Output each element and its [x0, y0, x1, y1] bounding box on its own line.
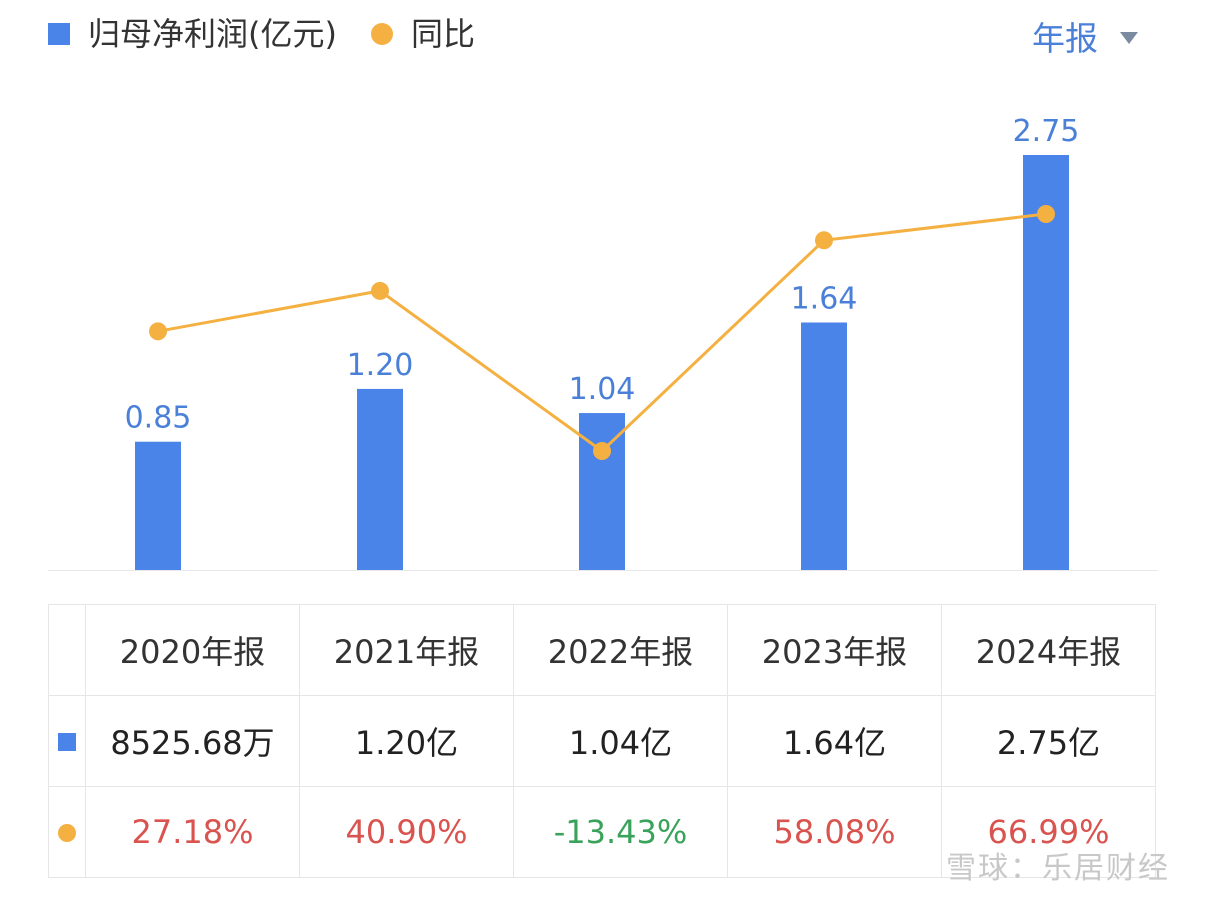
bar-value-label: 1.04: [569, 372, 636, 407]
table-cell: 58.08%: [727, 786, 942, 878]
legend: 归母净利润(亿元) 同比: [48, 14, 475, 54]
legend-bar-swatch: [48, 23, 70, 45]
table-row-yoy: 27.18% 40.90% -13.43% 58.08% 66.99%: [48, 786, 1156, 878]
bar: [135, 441, 181, 570]
table-header: 2022年报: [513, 604, 728, 696]
table-header: 2023年报: [727, 604, 942, 696]
period-selector-label: 年报: [1032, 19, 1098, 58]
table-cell: 8525.68万: [85, 695, 300, 787]
bar-value-label: 1.20: [347, 348, 414, 383]
chevron-down-icon: [1120, 32, 1138, 44]
bar: [357, 388, 403, 570]
yoy-point: [1037, 205, 1055, 223]
table-header: 2021年报: [299, 604, 514, 696]
table-row-profit: 8525.68万 1.20亿 1.04亿 1.64亿 2.75亿: [48, 695, 1156, 787]
yoy-point: [149, 322, 167, 341]
table-header-row: 2020年报 2021年报 2022年报 2023年报 2024年报: [48, 604, 1156, 696]
legend-line-label: 同比: [410, 15, 475, 53]
table-cell: 1.20亿: [299, 695, 514, 787]
yoy-point: [371, 281, 389, 300]
period-selector[interactable]: 年报: [1032, 12, 1138, 60]
table-cell: -13.43%: [513, 786, 728, 878]
yoy-row-marker: [48, 786, 86, 878]
line-dot-icon: [58, 823, 76, 842]
table-cell: 40.90%: [299, 786, 514, 878]
data-table: 2020年报 2021年报 2022年报 2023年报 2024年报 8525.…: [48, 604, 1156, 878]
yoy-point: [815, 231, 833, 250]
table-cell: 66.99%: [941, 786, 1156, 878]
table-header: 2020年报: [85, 604, 300, 696]
bar-value-label: 1.64: [791, 282, 858, 317]
chart-plot: 0.85 1.20 1.04 1.64 2.75: [48, 114, 1158, 571]
bar-value-label: 0.85: [125, 401, 192, 436]
bar-square-icon: [58, 732, 76, 751]
table-cell: 1.64亿: [727, 695, 942, 787]
table-cell: 27.18%: [85, 786, 300, 878]
watermark: 雪球：乐居财经: [946, 851, 1170, 886]
yoy-point: [593, 442, 611, 460]
legend-bar-label: 归母净利润(亿元): [88, 15, 337, 53]
legend-line-swatch: [370, 23, 393, 45]
bar: [1023, 155, 1069, 570]
profit-row-marker: [48, 695, 86, 787]
table-header: 2024年报: [941, 604, 1156, 696]
table-cell: 2.75亿: [941, 695, 1156, 787]
table-corner: [48, 604, 86, 696]
bar: [801, 322, 847, 570]
table-cell: 1.04亿: [513, 695, 728, 787]
bar-value-label: 2.75: [1013, 114, 1080, 149]
